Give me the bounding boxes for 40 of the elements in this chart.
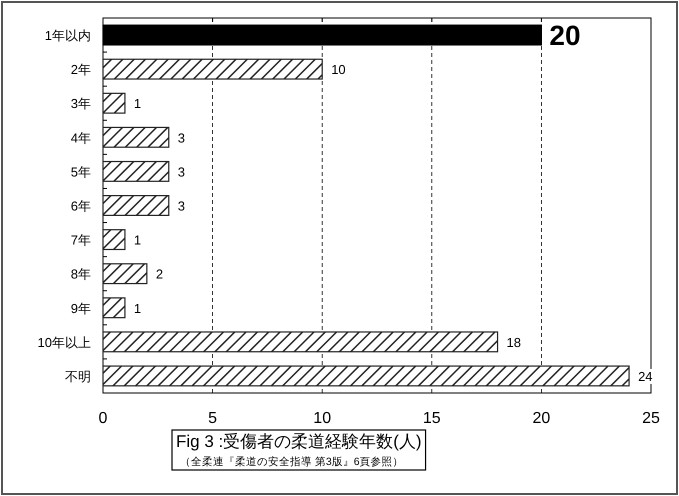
bar (102, 331, 498, 352)
data-label: 24 (638, 368, 653, 384)
data-label: 10 (331, 62, 346, 78)
bar (102, 365, 630, 386)
bar (102, 263, 148, 284)
x-tick-label: 10 (313, 410, 332, 427)
bar (102, 58, 323, 80)
data-label: 3 (178, 198, 185, 214)
data-label: 1 (134, 232, 142, 248)
data-label: 3 (178, 164, 185, 180)
y-tick-label: 9年 (70, 300, 91, 316)
y-tick-label: 7年 (70, 232, 91, 248)
data-label: 18 (506, 334, 522, 350)
bar (102, 126, 170, 148)
x-tick-label: 5 (208, 410, 218, 427)
data-label: 2 (156, 266, 164, 282)
bar (102, 195, 170, 216)
x-tick-label: 15 (422, 410, 441, 427)
data-label: 1 (134, 300, 142, 316)
y-tick-label: 1年以内 (44, 28, 91, 44)
y-tick-label: 2年 (70, 62, 91, 78)
y-tick-label: 8年 (70, 266, 91, 282)
text: （全柔連『柔道の安全指導 第3版』6頁参照） (180, 455, 404, 468)
bar (102, 229, 126, 250)
data-label: 3 (178, 130, 185, 146)
x-tick-label: 0 (98, 410, 108, 427)
y-tick-label: 10年以上 (38, 334, 91, 350)
bar (102, 297, 126, 318)
text: Fig 3 :受傷者の柔道経験年数(人) (176, 432, 422, 451)
y-tick-label: 4年 (70, 130, 91, 146)
y-tick-label: 6年 (70, 198, 91, 214)
data-label: 1 (134, 96, 142, 112)
bar (102, 160, 170, 182)
data-label: 20 (549, 20, 581, 52)
x-tick-label: 20 (532, 410, 550, 427)
bar (102, 92, 126, 114)
y-tick-label: 5年 (70, 164, 91, 180)
x-tick-label: 25 (642, 410, 660, 427)
y-tick-label: 3年 (70, 96, 91, 112)
y-tick-label: 不明 (65, 368, 91, 384)
